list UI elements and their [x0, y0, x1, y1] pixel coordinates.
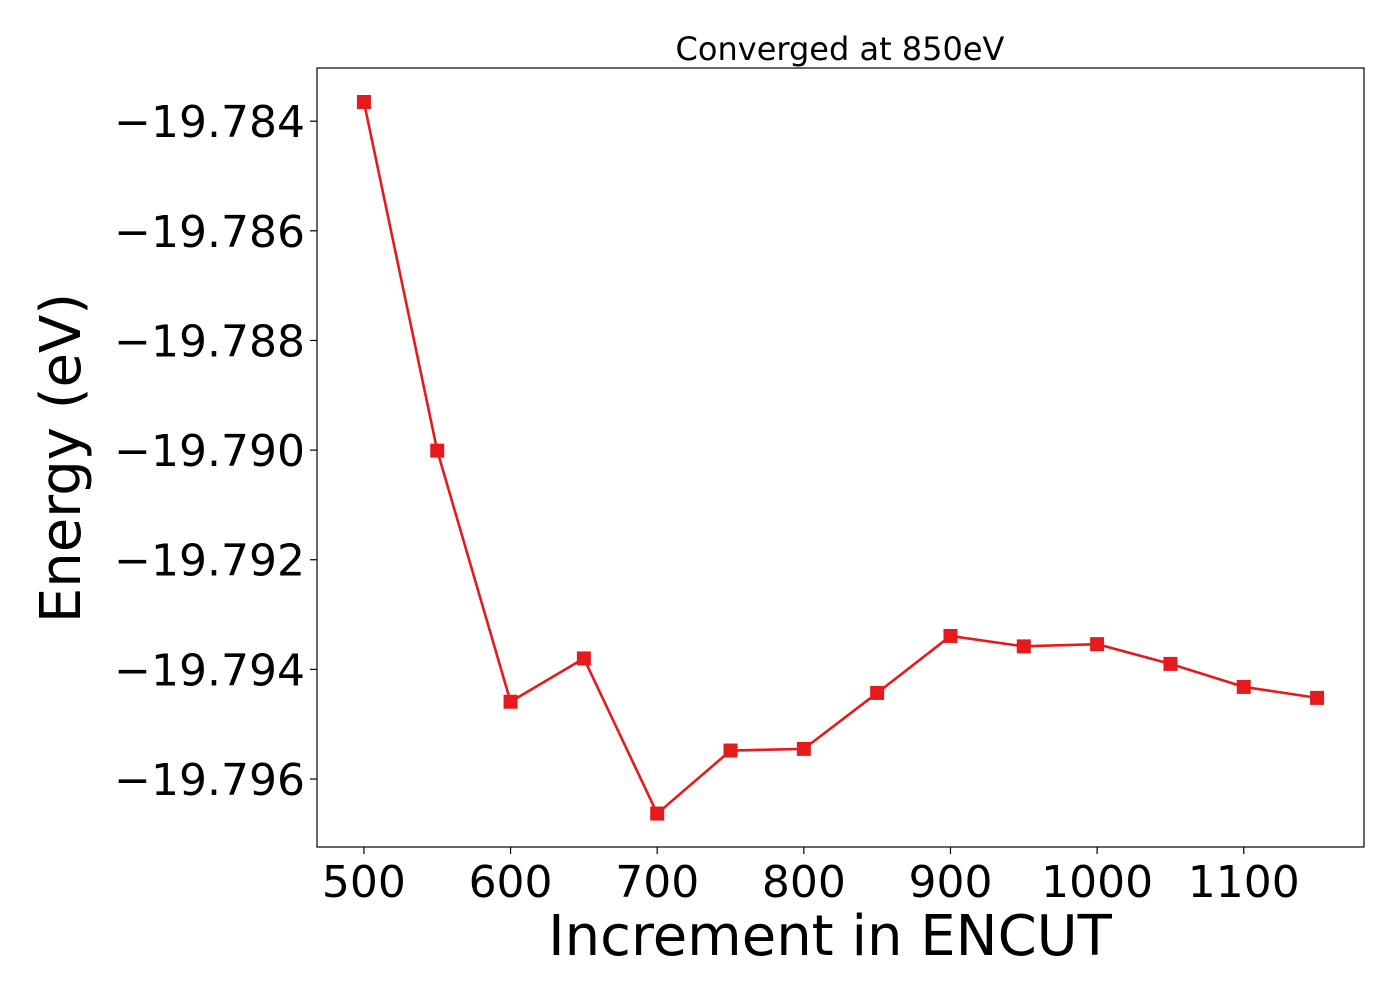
data-point-marker [1163, 656, 1178, 671]
data-point-marker [503, 694, 518, 709]
data-point-marker [576, 651, 591, 666]
data-point-marker [1090, 637, 1105, 652]
x-tick-label: 900 [908, 857, 992, 908]
y-tick-label: −19.796 [114, 755, 305, 806]
data-point-marker [430, 443, 445, 458]
data-point-marker [650, 806, 665, 821]
y-tick-label: −19.788 [114, 316, 305, 367]
x-tick-label: 600 [469, 857, 553, 908]
plot-frame [316, 67, 1365, 848]
data-point-marker [356, 94, 371, 109]
y-tick-label: −19.790 [114, 426, 305, 477]
y-tick-label: −19.792 [114, 536, 305, 587]
data-point-marker [1016, 639, 1031, 654]
x-tick-label: 500 [322, 857, 406, 908]
chart-title: Converged at 850eV [676, 30, 1005, 68]
y-axis-ticks: −19.784 −19.786 −19.788 −19.790 −19.792 −19.7… [114, 97, 317, 806]
x-axis-title: Increment in ENCUT [548, 904, 1113, 969]
data-point-marker [1236, 679, 1251, 694]
plot-series [356, 94, 1325, 821]
y-tick-label: −19.784 [114, 97, 305, 148]
series-line [362, 101, 1318, 815]
data-point-marker [1310, 690, 1325, 705]
x-tick-label: 700 [615, 857, 699, 908]
y-tick-label: −19.794 [114, 645, 305, 696]
data-point-marker [723, 743, 738, 758]
x-tick-label: 800 [762, 857, 846, 908]
data-point-marker [943, 628, 958, 643]
y-axis-title: Energy (eV) [29, 293, 94, 623]
data-point-marker [796, 741, 811, 756]
x-tick-label: 1100 [1188, 857, 1300, 908]
y-tick-label: −19.786 [114, 207, 305, 258]
x-axis-ticks: 500 600 700 800 900 1000 1100 [322, 847, 1300, 908]
x-tick-label: 1000 [1041, 857, 1153, 908]
data-point-marker [870, 685, 885, 700]
